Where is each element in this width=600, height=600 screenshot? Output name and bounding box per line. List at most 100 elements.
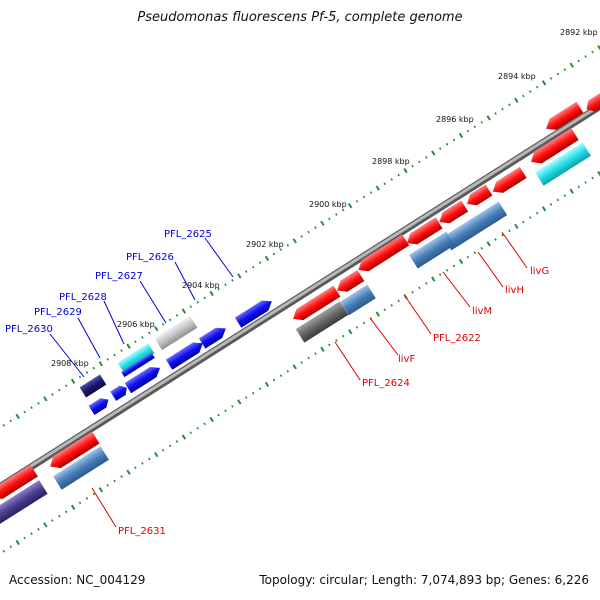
scale-tick (549, 77, 553, 80)
scale-tick (563, 194, 567, 197)
scale-tick (30, 532, 33, 536)
gene-pfl-2630b[interactable] (88, 395, 112, 415)
scale-tick (535, 85, 539, 89)
scale-labels: 2892 kbp 2894 kbp 2896 kbp 2898 kbp 2900… (51, 28, 598, 368)
scale-tick (577, 59, 580, 63)
scale-tick (514, 223, 519, 230)
gene-steel-2[interactable] (409, 231, 455, 269)
gene-pfl-2624[interactable] (290, 285, 341, 325)
scale-tick (486, 241, 491, 247)
gene-pfl-2629b[interactable] (110, 383, 129, 401)
scale-tick (494, 238, 497, 241)
scale-tick (541, 206, 547, 212)
scale-tick (37, 401, 40, 405)
gene-pfl-2626[interactable] (198, 323, 229, 349)
gene-label-pfl-2627: PFL_2627 (95, 271, 143, 282)
gene-cyan-1[interactable] (535, 142, 591, 186)
gene-red-left[interactable] (0, 464, 38, 504)
scale-tick (320, 346, 325, 352)
gene-label-livm: livM (472, 306, 492, 317)
scale-label: 2892 kbp (560, 28, 598, 37)
gene-red-1[interactable] (543, 101, 584, 134)
gene-livg[interactable] (489, 166, 527, 197)
scale-tick (189, 431, 193, 435)
scale-tick (148, 331, 151, 335)
gene-steel-3[interactable] (340, 284, 376, 316)
scale-tick (458, 258, 464, 265)
scale-tick (251, 391, 255, 395)
scale-tick (411, 164, 414, 168)
gene-purple-left[interactable] (0, 480, 48, 526)
scale-tick (300, 361, 303, 364)
gene-livg-b[interactable] (464, 184, 493, 210)
scale-tick (57, 514, 61, 518)
scale-tick (425, 282, 428, 285)
scale-tick (563, 68, 567, 71)
scale-tick (286, 369, 290, 373)
scale-tick (418, 286, 421, 290)
gene-pfl-2628[interactable] (117, 343, 155, 373)
scale-tick (300, 235, 303, 238)
scale-tick (397, 299, 400, 303)
gene-dark-1[interactable] (295, 301, 349, 343)
scale-tick (369, 191, 373, 194)
scale-tick (528, 90, 532, 93)
scale-tick (452, 264, 456, 268)
gene-pfl-2622[interactable] (355, 234, 410, 276)
gene-red-2[interactable] (583, 93, 600, 115)
gene-pfl-2625[interactable] (234, 296, 275, 328)
scale-tick (591, 50, 594, 54)
scale-tick (161, 322, 165, 326)
scale-tick (431, 150, 436, 156)
scale-tick (126, 343, 131, 349)
gene-pfl-2631[interactable] (46, 431, 100, 473)
gene-label-pfl-2631: PFL_2631 (118, 526, 166, 537)
scale-tick (514, 97, 519, 104)
scale-tick (23, 536, 26, 540)
gene-pfl-2628b[interactable] (121, 352, 155, 378)
gene-red-3[interactable] (527, 128, 579, 168)
scale-tick (64, 510, 68, 514)
genome-summary-text: Topology: circular; Length: 7,074,893 bp… (259, 573, 589, 587)
gene-pfl-2627[interactable] (154, 315, 198, 351)
gene-label-livf: livF (398, 354, 415, 365)
scale-tick (286, 243, 290, 247)
scale-tick (328, 343, 331, 347)
scale-tick (231, 278, 234, 282)
scale-tick (70, 378, 76, 384)
scale-tick (231, 404, 234, 408)
scale-tick (307, 356, 310, 360)
scale-tick (314, 226, 317, 230)
scale-tick (320, 220, 325, 226)
gene-pfl-2630[interactable] (79, 374, 107, 398)
scale-tick (335, 213, 338, 216)
gene-pfl-2629[interactable] (124, 363, 164, 394)
scale-tick (494, 112, 497, 115)
scale-tick (244, 270, 248, 273)
gene-pfl-2627b[interactable] (165, 338, 206, 370)
scale-tick (556, 72, 560, 76)
scale-tick (264, 255, 270, 262)
scale-tick (175, 314, 179, 317)
gene-steel-1[interactable] (442, 201, 508, 251)
scale-tick (541, 80, 547, 86)
gene-livm[interactable] (403, 217, 443, 248)
scale-tick (341, 208, 345, 212)
scale-tick (258, 261, 262, 265)
scale-label: 2904 kbp (182, 281, 220, 290)
gene-steel-4[interactable] (53, 446, 109, 490)
scale-tick (30, 406, 33, 410)
gene-livf[interactable] (334, 270, 365, 296)
scale-tick (154, 325, 159, 332)
scale-tick (43, 396, 48, 402)
scale-tick (106, 358, 110, 361)
scale-tick (466, 129, 470, 133)
scale-tick (508, 229, 511, 233)
gene-livh[interactable] (436, 200, 469, 227)
scale-tick (383, 182, 387, 186)
scale-tick (397, 173, 400, 177)
scale-tick (375, 311, 381, 317)
scale-tick (458, 132, 464, 139)
scale-tick (279, 248, 283, 251)
scale-label: 2898 kbp (372, 157, 410, 166)
